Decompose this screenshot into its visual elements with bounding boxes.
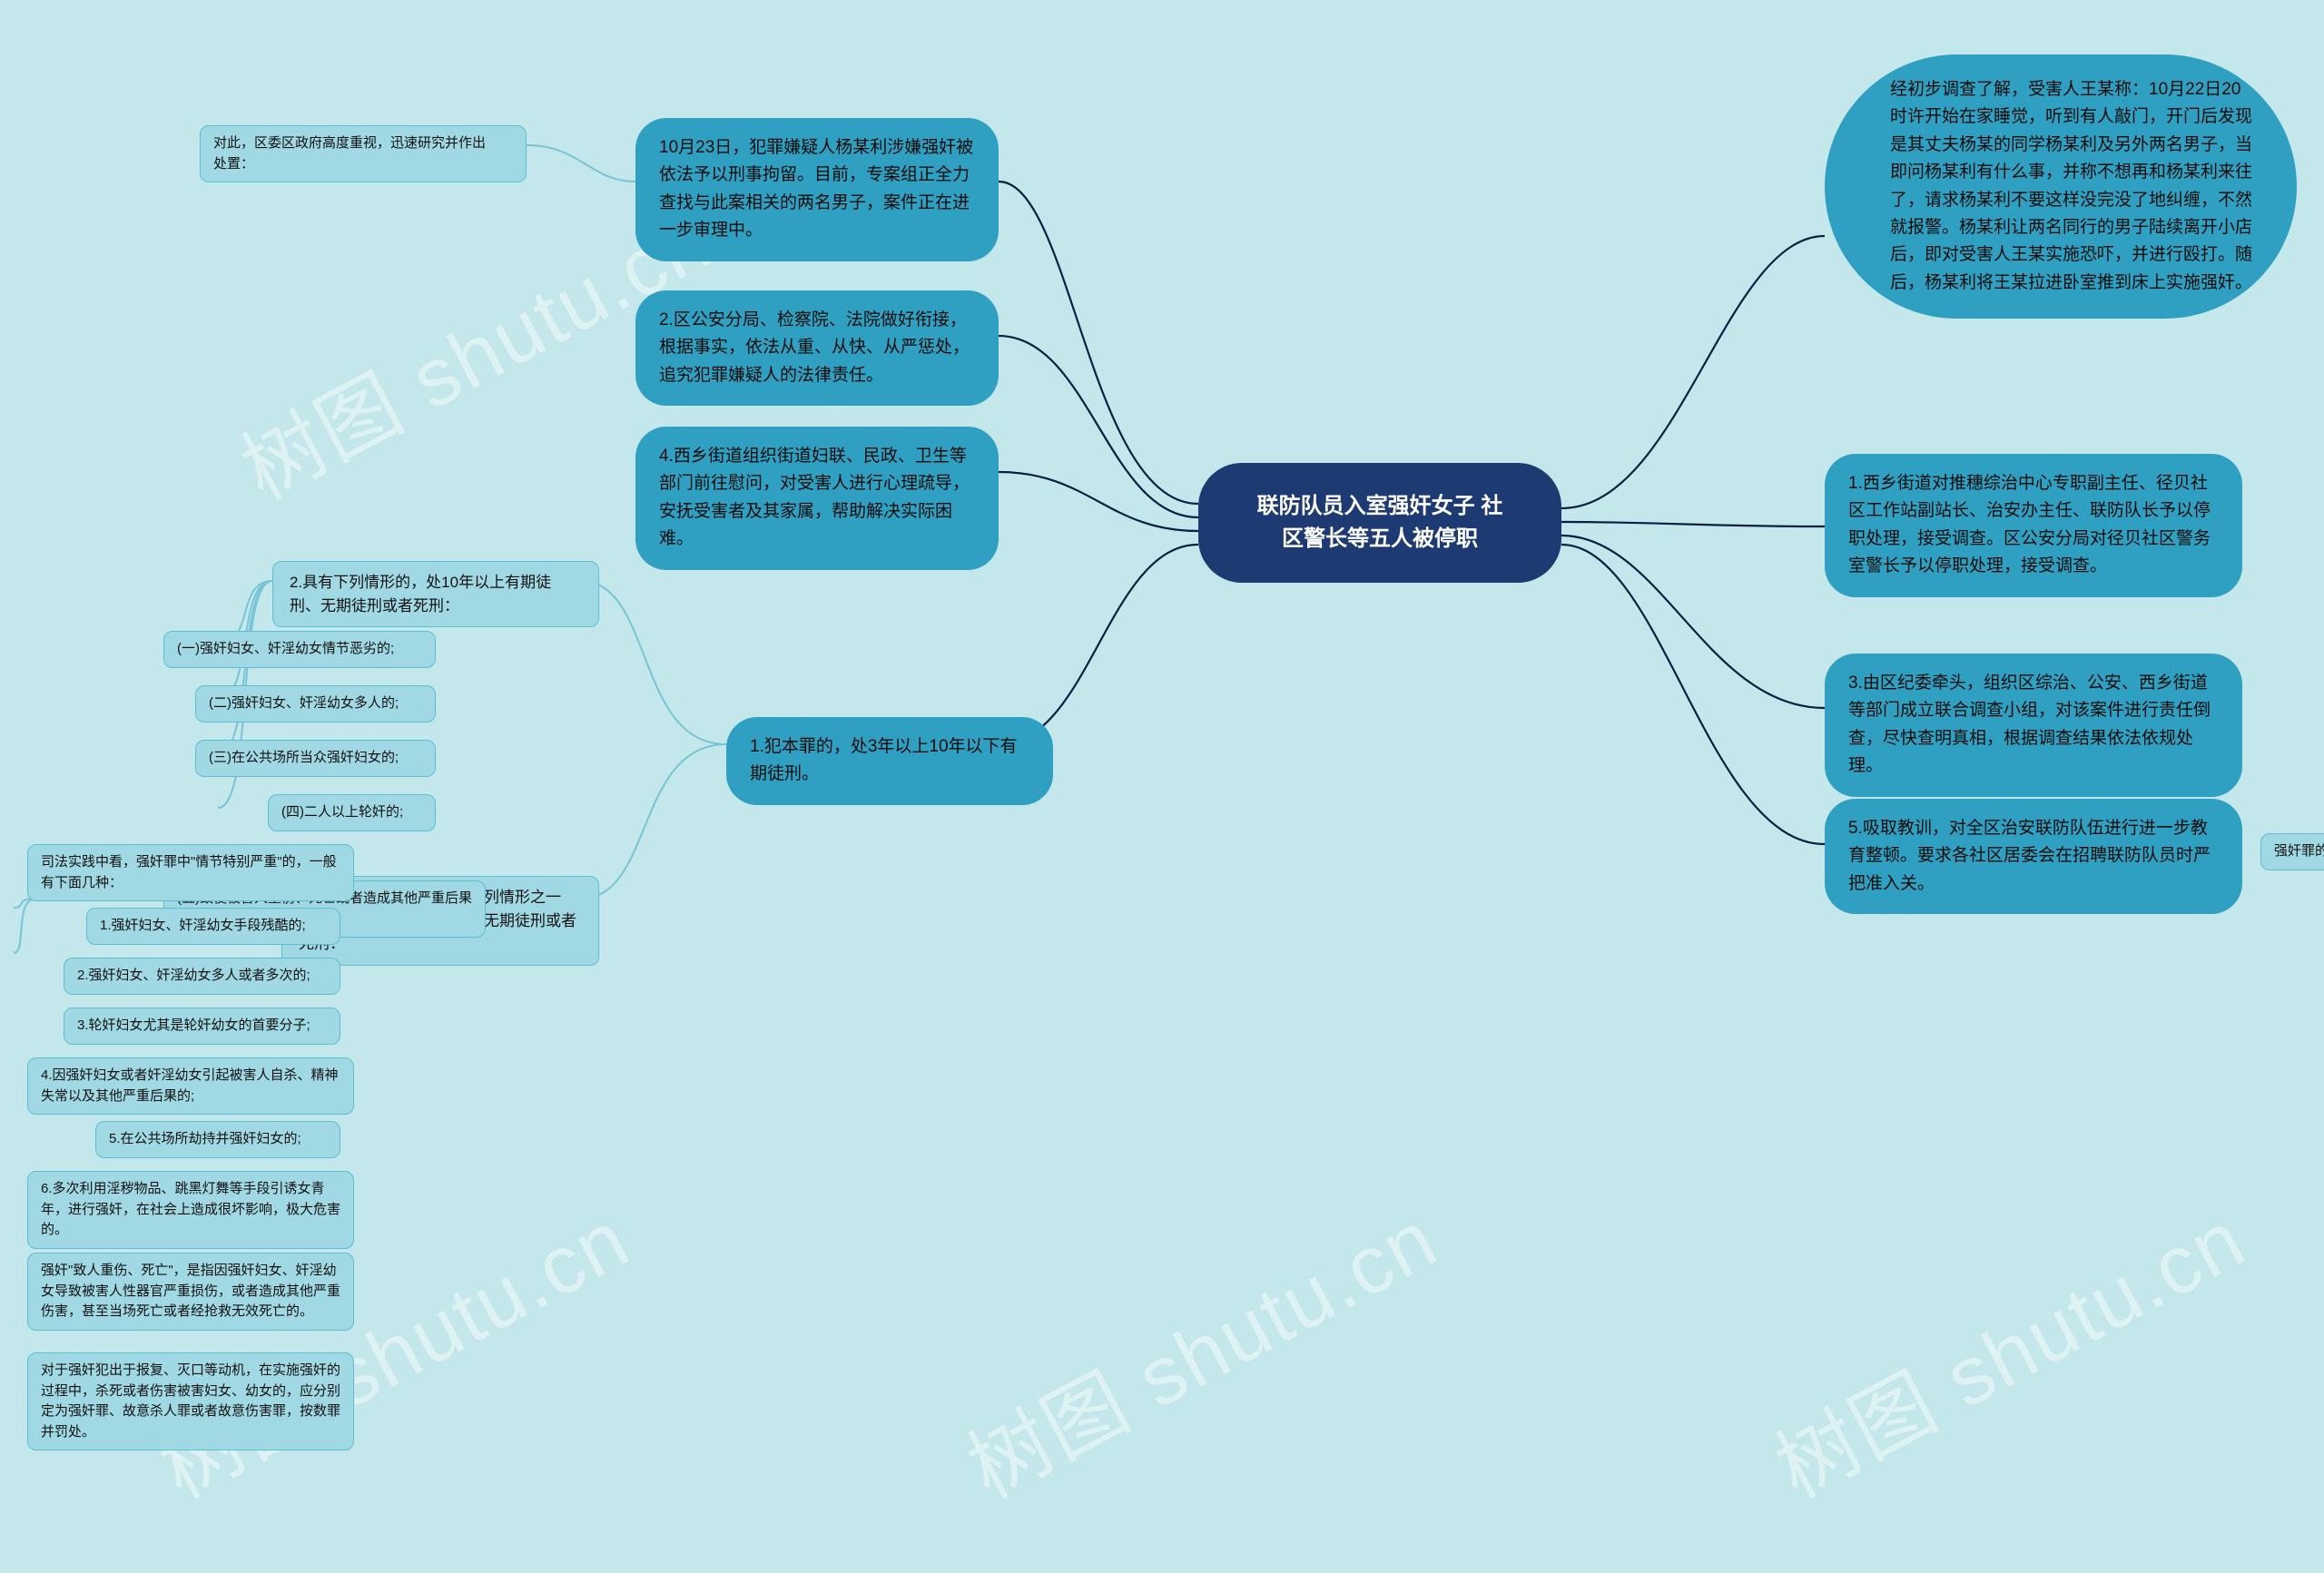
right-node-4[interactable]: 5.吸取教训，对全区治安联防队伍进行进一步教育整顿。要求各社区居委会在招聘联防队… bbox=[1825, 799, 2242, 914]
right-node-3[interactable]: 3.由区纪委牵头，组织区综治、公安、西乡街道等部门成立联合调查小组，对该案件进行… bbox=[1825, 654, 2242, 797]
leaf-4: 4.因强奸妇女或者奸淫幼女引起被害人自杀、精神失常以及其他严重后果的; bbox=[27, 1057, 354, 1115]
watermark: 树图 shutu.cn bbox=[1752, 1175, 2262, 1520]
leaf-5: 5.在公共场所劫持并强奸妇女的; bbox=[95, 1121, 340, 1158]
right-node-4-label: 强奸罪的处罚如下： bbox=[2260, 833, 2324, 870]
sub-item-4: (四)二人以上轮奸的; bbox=[268, 794, 436, 831]
bottom-main[interactable]: 1.犯本罪的，处3年以上10年以下有期徒刑。 bbox=[726, 717, 1053, 805]
sub-item-1: (一)强奸妇女、奸淫幼女情节恶劣的; bbox=[163, 631, 436, 668]
leaf-6: 6.多次利用淫秽物品、跳黑灯舞等手段引诱女青年，进行强奸，在社会上造成很坏影响，… bbox=[27, 1171, 354, 1249]
leaf-3: 3.轮奸妇女尤其是轮奸幼女的首要分子; bbox=[64, 1008, 340, 1045]
right-node-2[interactable]: 1.西乡街道对推穗综治中心专职副主任、径贝社区工作站副站长、治安办主任、联防队长… bbox=[1825, 454, 2242, 597]
leaf-1: 1.强奸妇女、奸淫幼女手段残酷的; bbox=[86, 908, 340, 945]
right-node-1[interactable]: 经初步调查了解，受害人王某称：10月22日20时许开始在家睡觉，听到有人敲门，开… bbox=[1825, 54, 2297, 319]
center-topic[interactable]: 联防队员入室强奸女子 社 区警长等五人被停职 bbox=[1198, 463, 1561, 583]
sub-item-2: (二)强奸妇女、奸淫幼女多人的; bbox=[195, 685, 436, 723]
leaf-7: 强奸"致人重伤、死亡"，是指因强奸妇女、奸淫幼女导致被害人性器官严重损伤，或者造… bbox=[27, 1253, 354, 1331]
watermark: 树图 shutu.cn bbox=[944, 1175, 1454, 1520]
left-top-label: 对此，区委区政府高度重视，迅速研究并作出 处置： bbox=[200, 125, 527, 182]
leaf-8: 对于强奸犯出于报复、灭口等动机，在实施强奸的过程中，杀死或者伤害被害妇女、幼女的… bbox=[27, 1352, 354, 1450]
leaf-2: 2.强奸妇女、奸淫幼女多人或者多次的; bbox=[64, 958, 340, 995]
left-node-3[interactable]: 4.西乡街道组织街道妇联、民政、卫生等部门前往慰问，对受害人进行心理疏导，安抚受… bbox=[635, 427, 999, 570]
left-node-1[interactable]: 10月23日，犯罪嫌疑人杨某利涉嫌强奸被依法予以刑事拘留。目前，专案组正全力查找… bbox=[635, 118, 999, 261]
left-node-2[interactable]: 2.区公安分局、检察院、法院做好衔接，根据事实，依法从重、从快、从严惩处，追究犯… bbox=[635, 290, 999, 406]
leaf-head: 司法实践中看，强奸罪中"情节特别严重"的，一般有下面几种： bbox=[27, 844, 354, 901]
bottom-sub1[interactable]: 2.具有下列情形的，处10年以上有期徒刑、无期徒刑或者死刑： bbox=[272, 561, 599, 627]
sub-item-3: (三)在公共场所当众强奸妇女的; bbox=[195, 740, 436, 777]
